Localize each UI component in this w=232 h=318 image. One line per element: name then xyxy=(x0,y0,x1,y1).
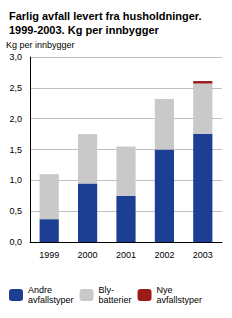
svg-text:1,0: 1,0 xyxy=(9,175,22,185)
svg-text:Farlig avfall levert fra husho: Farlig avfall levert fra husholdninger. xyxy=(9,10,202,22)
svg-text:avfallstyper: avfallstyper xyxy=(157,295,203,305)
svg-text:3,0: 3,0 xyxy=(9,52,22,62)
svg-text:1,5: 1,5 xyxy=(9,145,22,155)
svg-text:2002: 2002 xyxy=(154,250,174,260)
svg-text:0,0: 0,0 xyxy=(9,237,22,247)
svg-text:Nye: Nye xyxy=(157,285,173,295)
svg-text:2001: 2001 xyxy=(116,250,136,260)
svg-text:Kg per innbygger: Kg per innbygger xyxy=(6,40,75,50)
svg-text:2003: 2003 xyxy=(193,250,213,260)
svg-text:avfallstyper: avfallstyper xyxy=(28,295,74,305)
svg-text:0,5: 0,5 xyxy=(9,206,22,216)
svg-text:2,5: 2,5 xyxy=(9,83,22,93)
svg-text:Andre: Andre xyxy=(28,285,52,295)
svg-text:2000: 2000 xyxy=(78,250,98,260)
svg-text:1999: 1999 xyxy=(39,250,59,260)
svg-text:1999-2003. Kg per innbygger: 1999-2003. Kg per innbygger xyxy=(9,24,159,36)
svg-text:2,0: 2,0 xyxy=(9,114,22,124)
svg-text:batterier: batterier xyxy=(99,295,132,305)
svg-text:Bly-: Bly- xyxy=(99,285,115,295)
